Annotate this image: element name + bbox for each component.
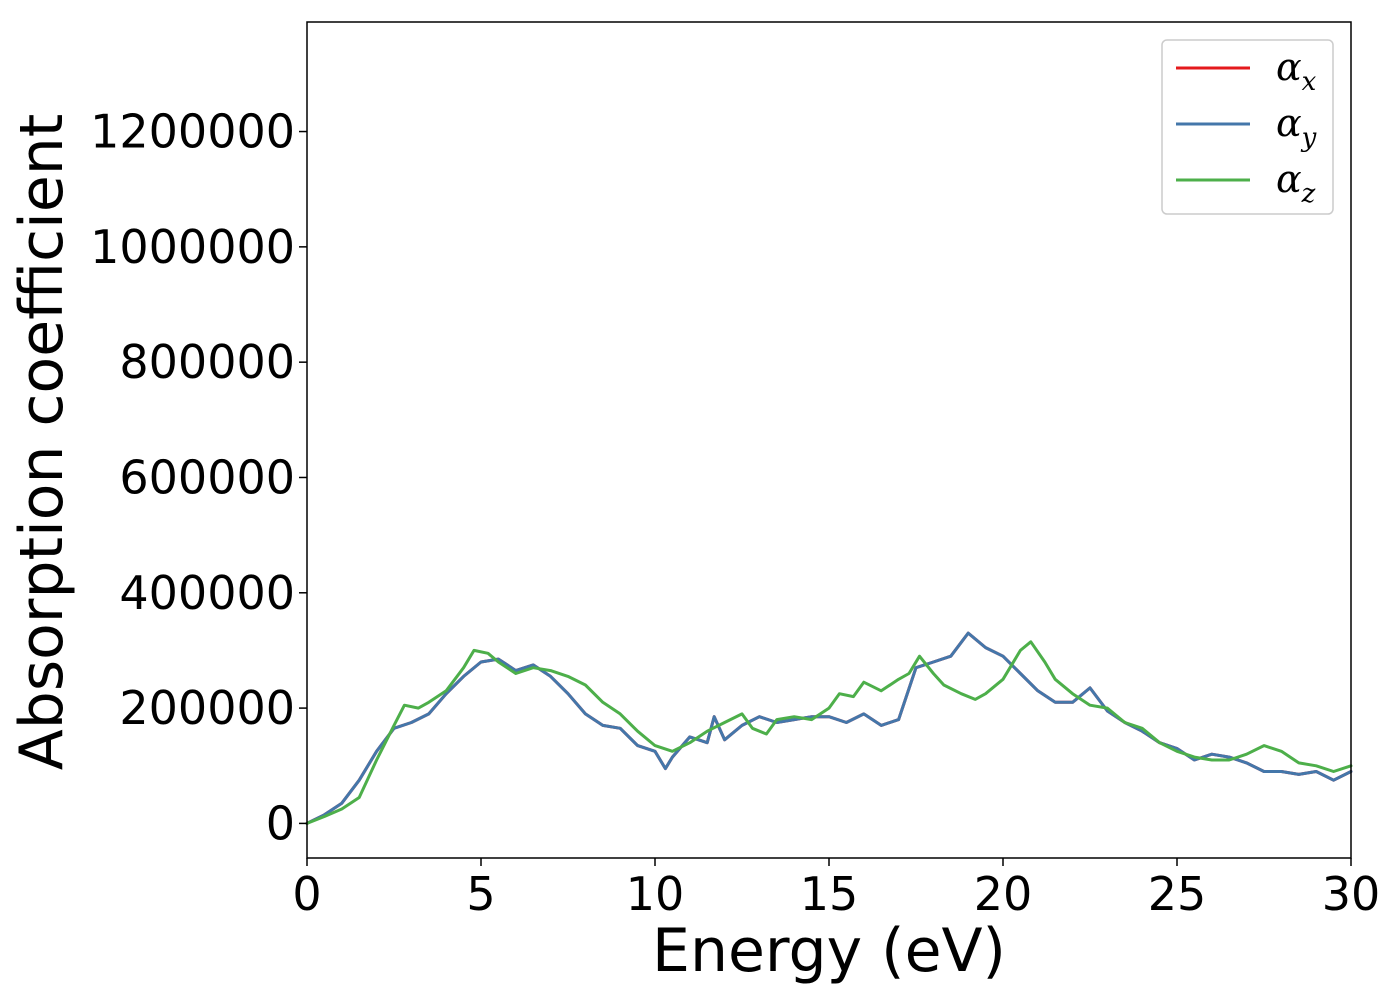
series-line-y bbox=[305, 631, 1353, 825]
y-tick-label: 400000 bbox=[119, 566, 295, 620]
y-tick-label: 1200000 bbox=[90, 105, 295, 159]
y-axis: 0 200000 400000 600000 800000 1000000 1200000 bbox=[90, 105, 307, 850]
series-line-z bbox=[305, 640, 1353, 825]
x-tick-label: 0 bbox=[292, 867, 321, 921]
y-tick-label: 1000000 bbox=[90, 220, 295, 274]
x-tick-label: 15 bbox=[800, 867, 859, 921]
x-tick-label: 25 bbox=[1148, 867, 1207, 921]
series-line-x bbox=[305, 631, 1353, 825]
x-tick-label: 10 bbox=[626, 867, 685, 921]
y-tick-label: 0 bbox=[266, 796, 295, 850]
x-axis-label: Energy (eV) bbox=[652, 916, 1006, 986]
y-tick-label: 800000 bbox=[119, 335, 295, 389]
y-tick-label: 200000 bbox=[119, 681, 295, 735]
x-tick-label: 30 bbox=[1322, 867, 1381, 921]
legend-frame bbox=[1161, 39, 1334, 215]
x-axis: 0 5 10 15 20 25 30 bbox=[292, 858, 1380, 921]
y-tick-label: 600000 bbox=[119, 450, 295, 504]
plot-lines bbox=[305, 631, 1353, 825]
x-tick-label: 20 bbox=[974, 867, 1033, 921]
x-tick-label: 5 bbox=[466, 867, 495, 921]
y-axis-label: Absorption coefficient bbox=[7, 114, 77, 771]
